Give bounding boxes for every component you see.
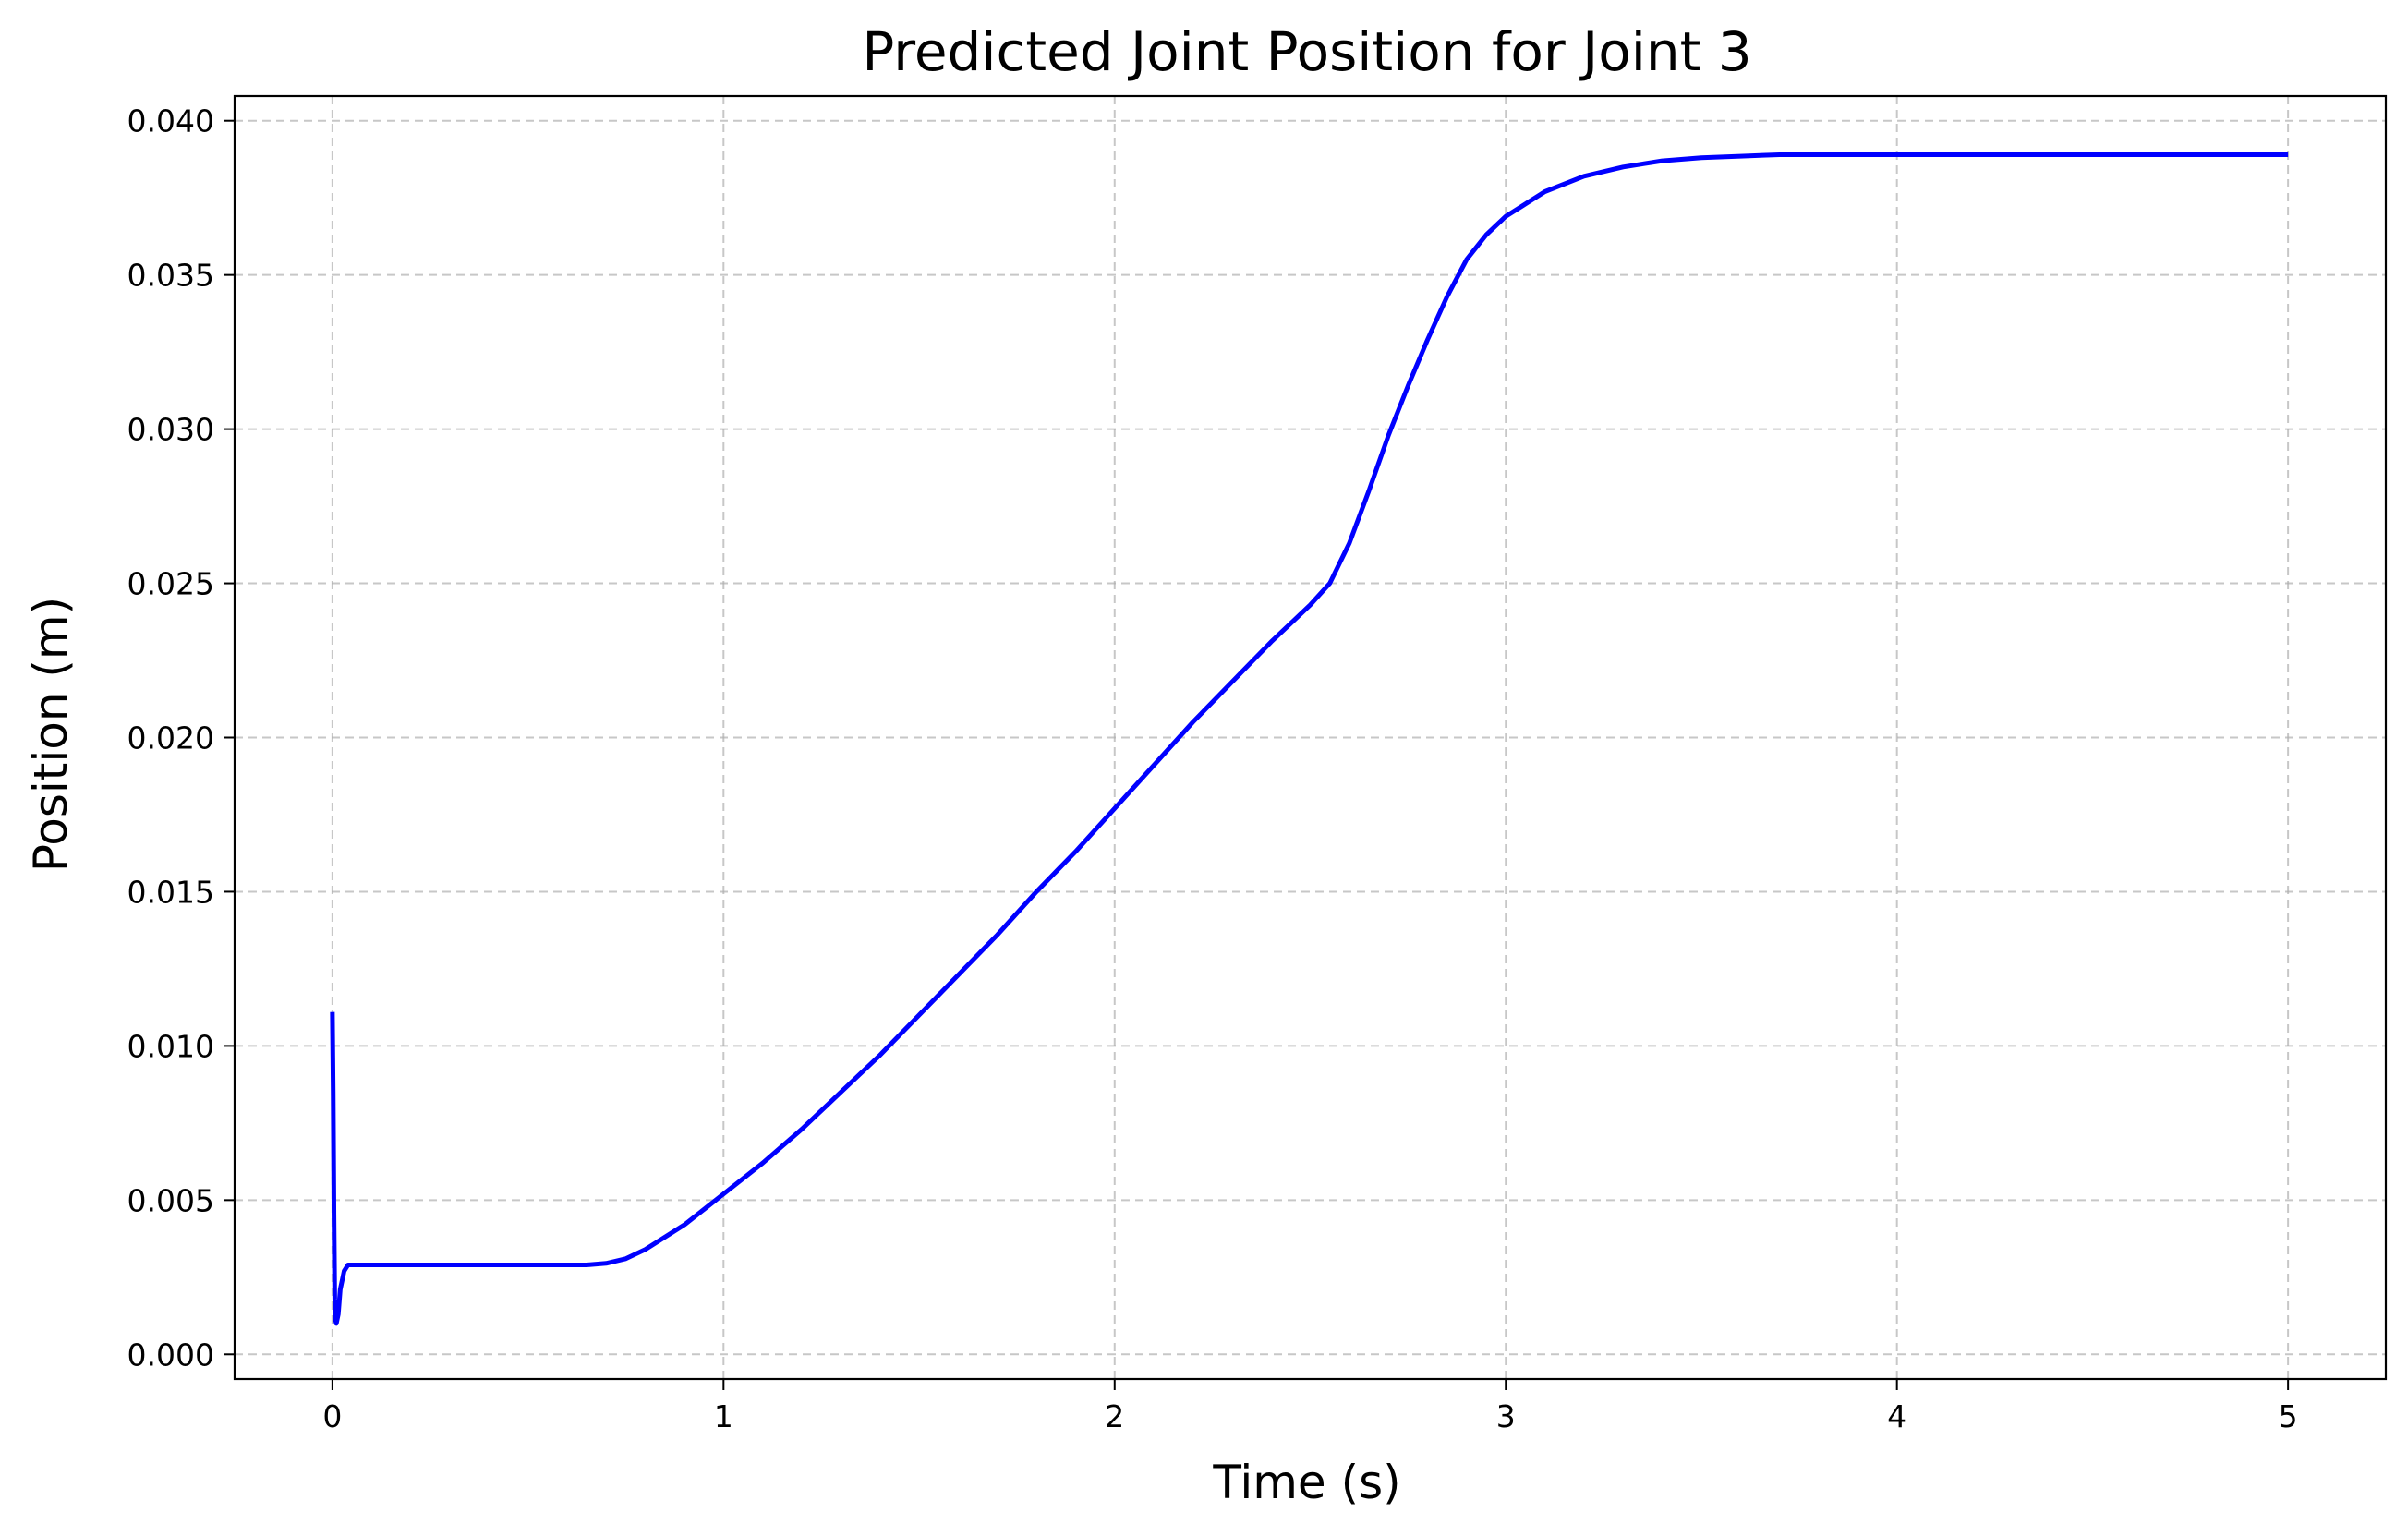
y-axis-title: Position (m): [24, 597, 78, 872]
series-line-0: [330, 151, 2289, 1326]
y-tick-label: 0.015: [127, 874, 214, 910]
x-axis-ticks: 0 1 2 3 4 5: [322, 1379, 2298, 1434]
x-tick-label: 3: [1496, 1398, 1516, 1434]
y-tick-label: 0.025: [127, 566, 214, 602]
y-tick-label: 0.020: [127, 720, 214, 756]
y-tick-label: 0.040: [127, 103, 214, 139]
y-tick-label: 0.000: [127, 1336, 214, 1373]
x-tick-label: 5: [2279, 1398, 2298, 1434]
y-tick-label: 0.005: [127, 1182, 214, 1218]
series-layer: [330, 151, 2289, 1326]
y-tick-label: 0.030: [127, 412, 214, 448]
x-tick-label: 4: [1887, 1398, 1906, 1434]
y-tick-label: 0.010: [127, 1028, 214, 1064]
y-axis-ticks: 0.000 0.005 0.010 0.015 0.020 0.025 0.030 0.035…: [127, 103, 235, 1373]
chart-title: Predicted Joint Position for Joint 3: [862, 20, 1751, 83]
grid-lines: [235, 96, 2386, 1379]
x-tick-label: 0: [322, 1398, 342, 1434]
x-tick-label: 1: [714, 1398, 733, 1434]
y-tick-label: 0.035: [127, 258, 214, 294]
x-tick-label: 2: [1105, 1398, 1124, 1434]
x-axis-title: Time (s): [1212, 1456, 1400, 1509]
